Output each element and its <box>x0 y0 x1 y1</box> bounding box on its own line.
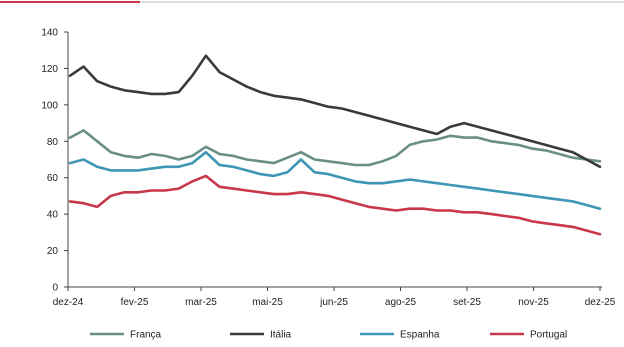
y-axis: 0 20 40 60 80 100 120 140 <box>41 28 69 294</box>
x-tick-label: ago-25 <box>385 297 417 308</box>
x-tick-label: mai-25 <box>252 297 283 308</box>
x-tick-label: mar-25 <box>185 297 217 308</box>
series-line-espanha <box>68 150 602 210</box>
legend: França Itália Espanha Portugal <box>90 330 567 341</box>
legend-label: Portugal <box>530 330 567 341</box>
legend-label: Itália <box>270 330 292 341</box>
y-tick-label: 80 <box>47 137 59 148</box>
legend-label: França <box>130 330 162 341</box>
x-tick-label: fev-25 <box>121 297 149 308</box>
series-line-franca <box>68 129 602 167</box>
x-tick-label: jun-25 <box>319 297 348 308</box>
y-tick-label: 40 <box>47 210 59 221</box>
x-tick-label: dez-24 <box>53 297 84 308</box>
x-tick-label: nov-25 <box>518 297 549 308</box>
series-group <box>68 54 602 236</box>
series-line-italia <box>68 54 602 169</box>
legend-label: Espanha <box>400 330 440 341</box>
y-tick-label: 20 <box>47 246 59 257</box>
x-tick-label: dez-25 <box>585 297 616 308</box>
y-tick-label: 120 <box>41 64 58 75</box>
y-tick-label: 100 <box>41 100 58 111</box>
x-tick-label: set-25 <box>453 297 481 308</box>
x-axis: dez-24 fev-25 mar-25 mai-25 jun-25 ago-25 set-… <box>53 286 616 308</box>
y-tick-label: 0 <box>52 283 58 294</box>
y-tick-label: 60 <box>47 173 59 184</box>
series-line-portugal <box>68 174 602 236</box>
y-tick-label: 140 <box>41 28 58 39</box>
